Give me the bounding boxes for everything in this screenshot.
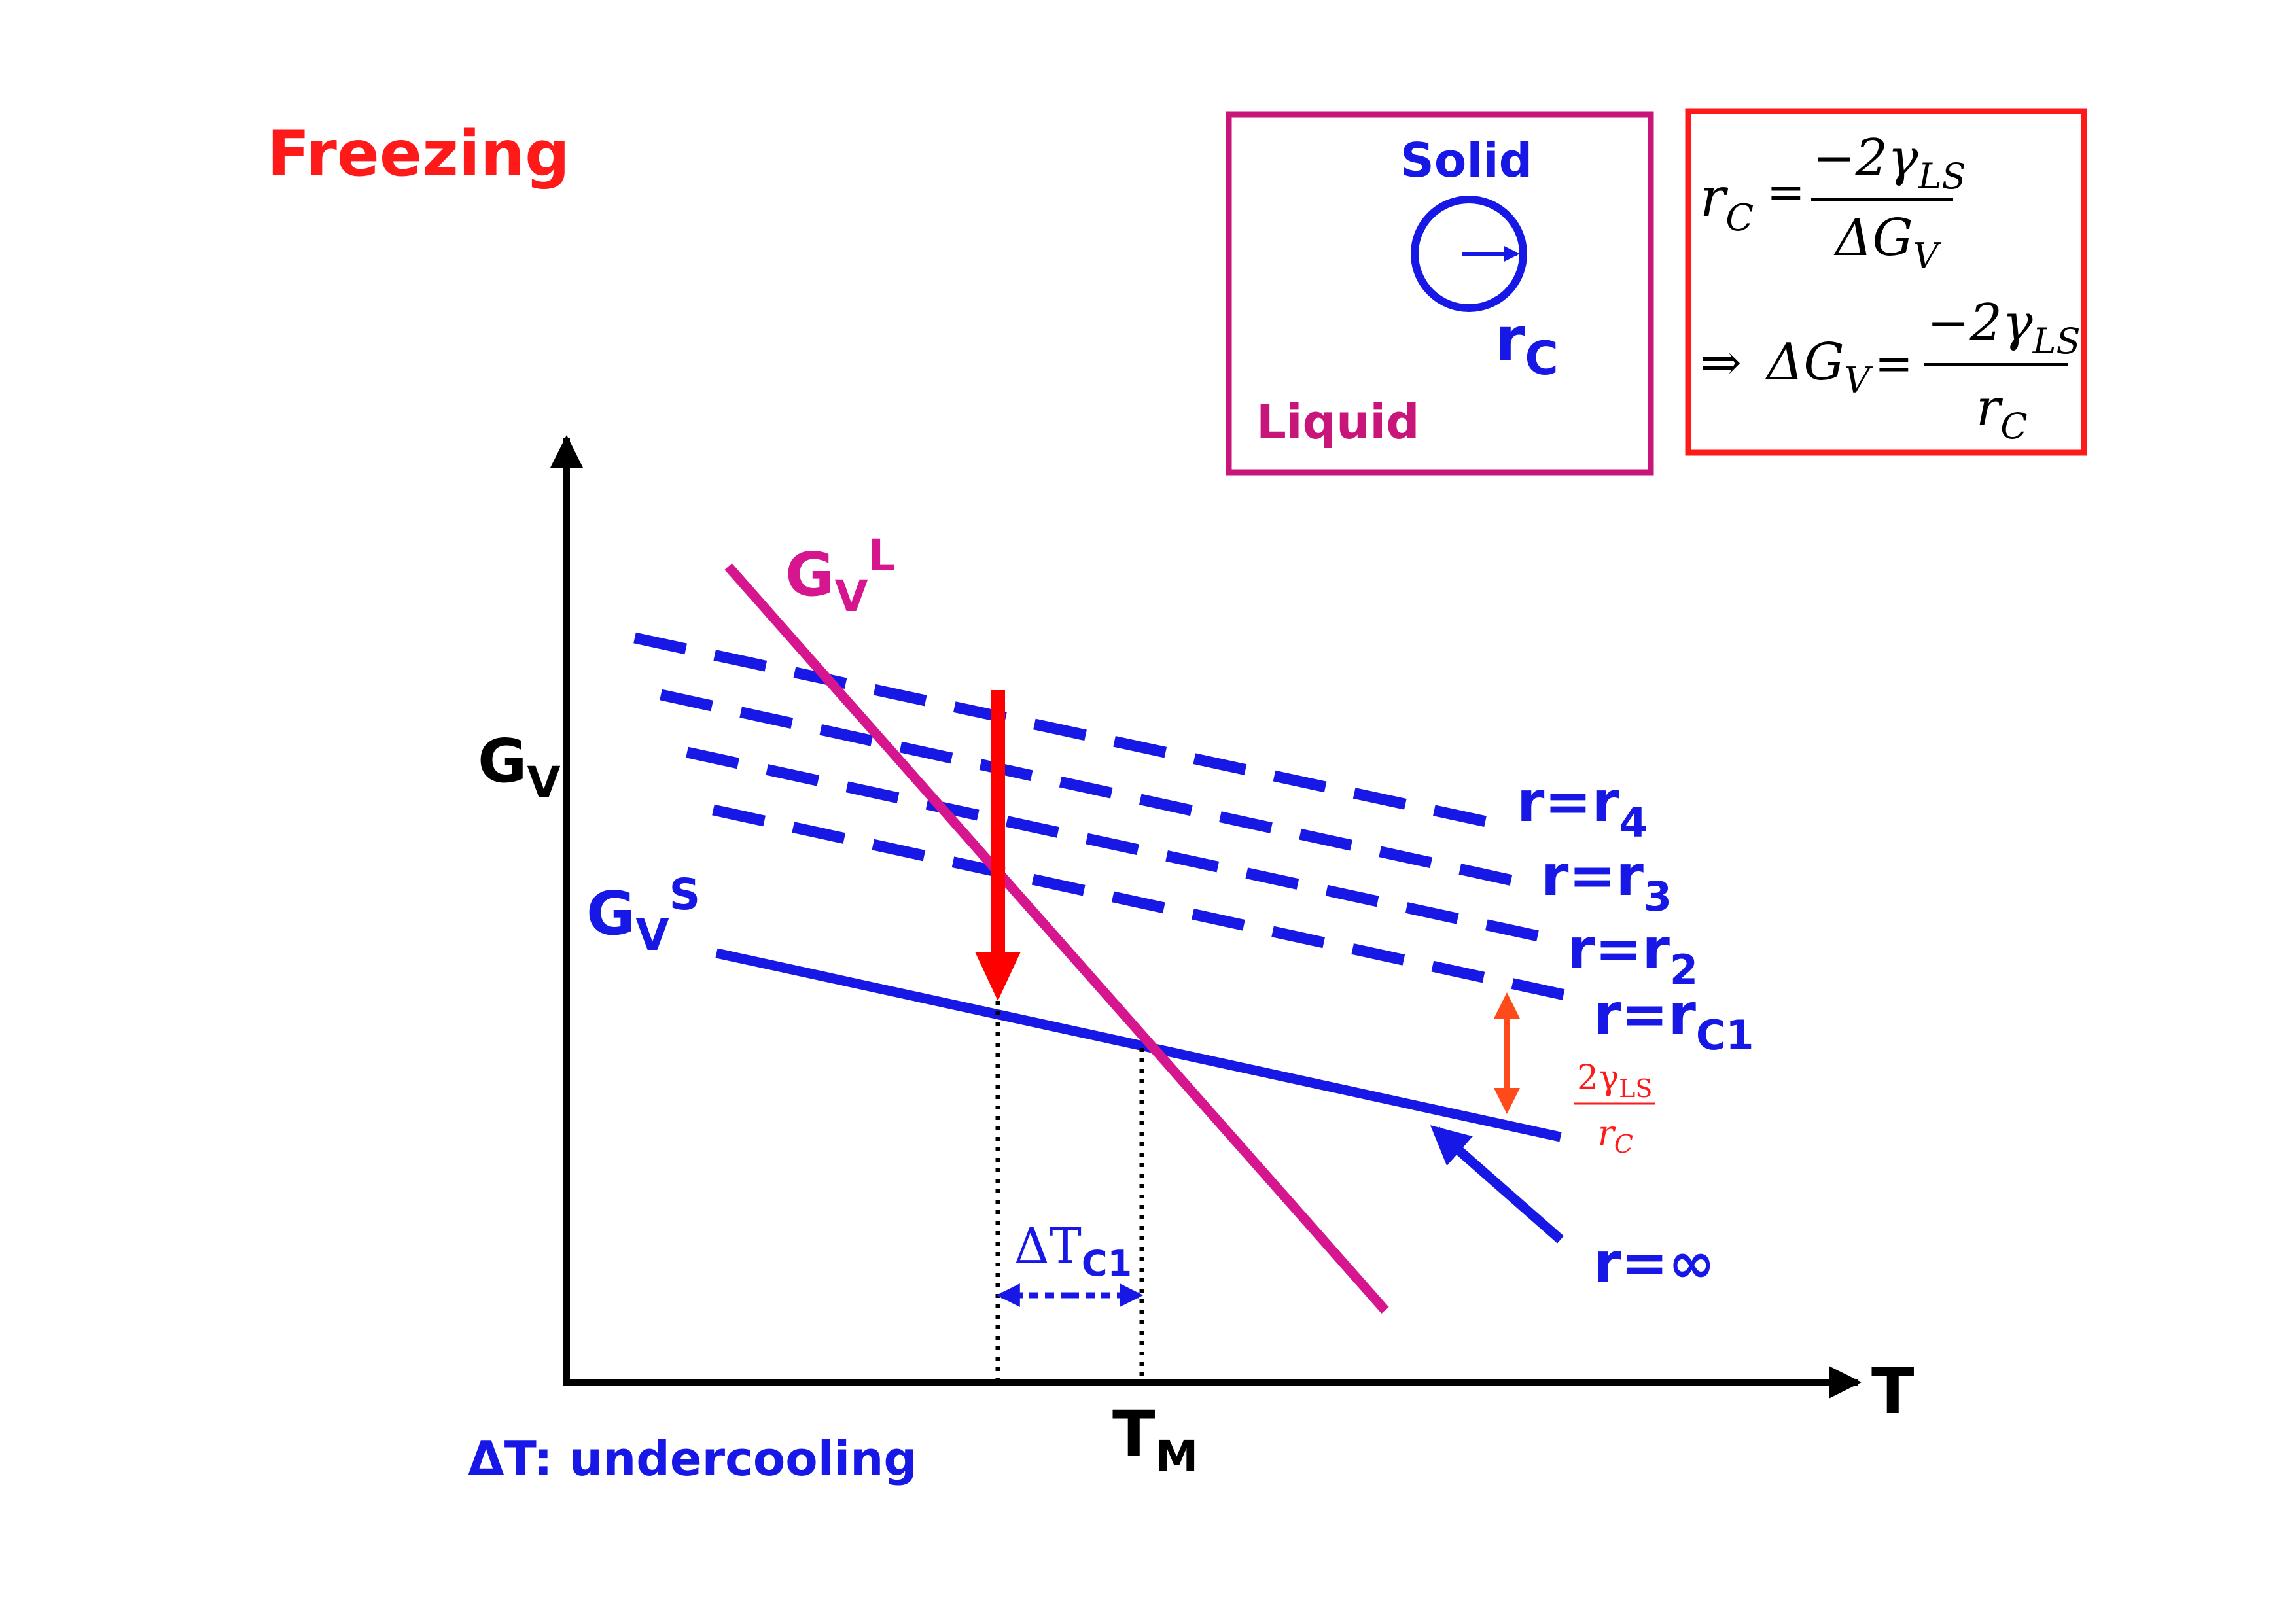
gap-denominator: rC xyxy=(1598,1114,1633,1159)
curve-r3 xyxy=(660,689,1526,889)
gap-numerator: 2γLS xyxy=(1577,1058,1652,1103)
solid-nucleus-circle xyxy=(1411,196,1527,312)
solid-label: Solid xyxy=(1400,133,1532,188)
label-r3: r=r3 xyxy=(1541,843,1672,920)
label-r4: r=r4 xyxy=(1517,769,1648,846)
page-title: Freezing xyxy=(267,117,570,190)
cooling-arrow-head xyxy=(975,952,1021,1001)
undercooling-note: ΔT: undercooling xyxy=(468,1431,917,1486)
formula-border xyxy=(1685,108,2087,456)
formula2-lhs: ΔGV xyxy=(1765,333,1873,401)
nucleus-inset: Solid rC Liquid xyxy=(1226,111,1654,476)
formula1-denominator: ΔGV xyxy=(1833,209,1942,277)
formula-box: rC = −2γLS ΔGV ⇒ ΔGV = −2γLS rC xyxy=(1685,108,2087,456)
infinity-arrow xyxy=(1430,1125,1564,1244)
liquid-label: Liquid xyxy=(1256,394,1420,449)
infinity-label: r=∞ xyxy=(1593,1230,1715,1296)
solid-curve-label: GVS xyxy=(586,869,700,960)
label-rc1: r=rC1 xyxy=(1593,982,1754,1059)
formula2-implies: ⇒ xyxy=(1700,333,1742,391)
formula2-numerator: −2γLS xyxy=(1927,294,2080,362)
formula1-equals: = xyxy=(1767,166,1805,219)
formula2-denominator: rC xyxy=(1976,379,2028,447)
x-axis-label: T xyxy=(1871,1355,1914,1428)
curve-r4 xyxy=(633,632,1500,830)
liquid-gibbs-line xyxy=(724,563,1389,1314)
curve-r2 xyxy=(686,746,1552,945)
y-axis-label: GV xyxy=(478,726,561,808)
formula1-lhs: rC xyxy=(1700,167,1754,239)
label-r2: r=r2 xyxy=(1567,916,1698,994)
tm-label: TM xyxy=(1112,1397,1198,1482)
liquid-curve-label: GVL xyxy=(785,531,896,621)
inset-border xyxy=(1226,111,1654,476)
radius-label: rC xyxy=(1495,304,1559,385)
formula1-numerator: −2γLS xyxy=(1812,129,1966,197)
curve-rc1 xyxy=(712,804,1578,1003)
delta-t-label: ΔTC1 xyxy=(1014,1218,1132,1284)
formula2-equals: = xyxy=(1875,337,1913,391)
solid-gibbs-line xyxy=(715,948,1562,1142)
